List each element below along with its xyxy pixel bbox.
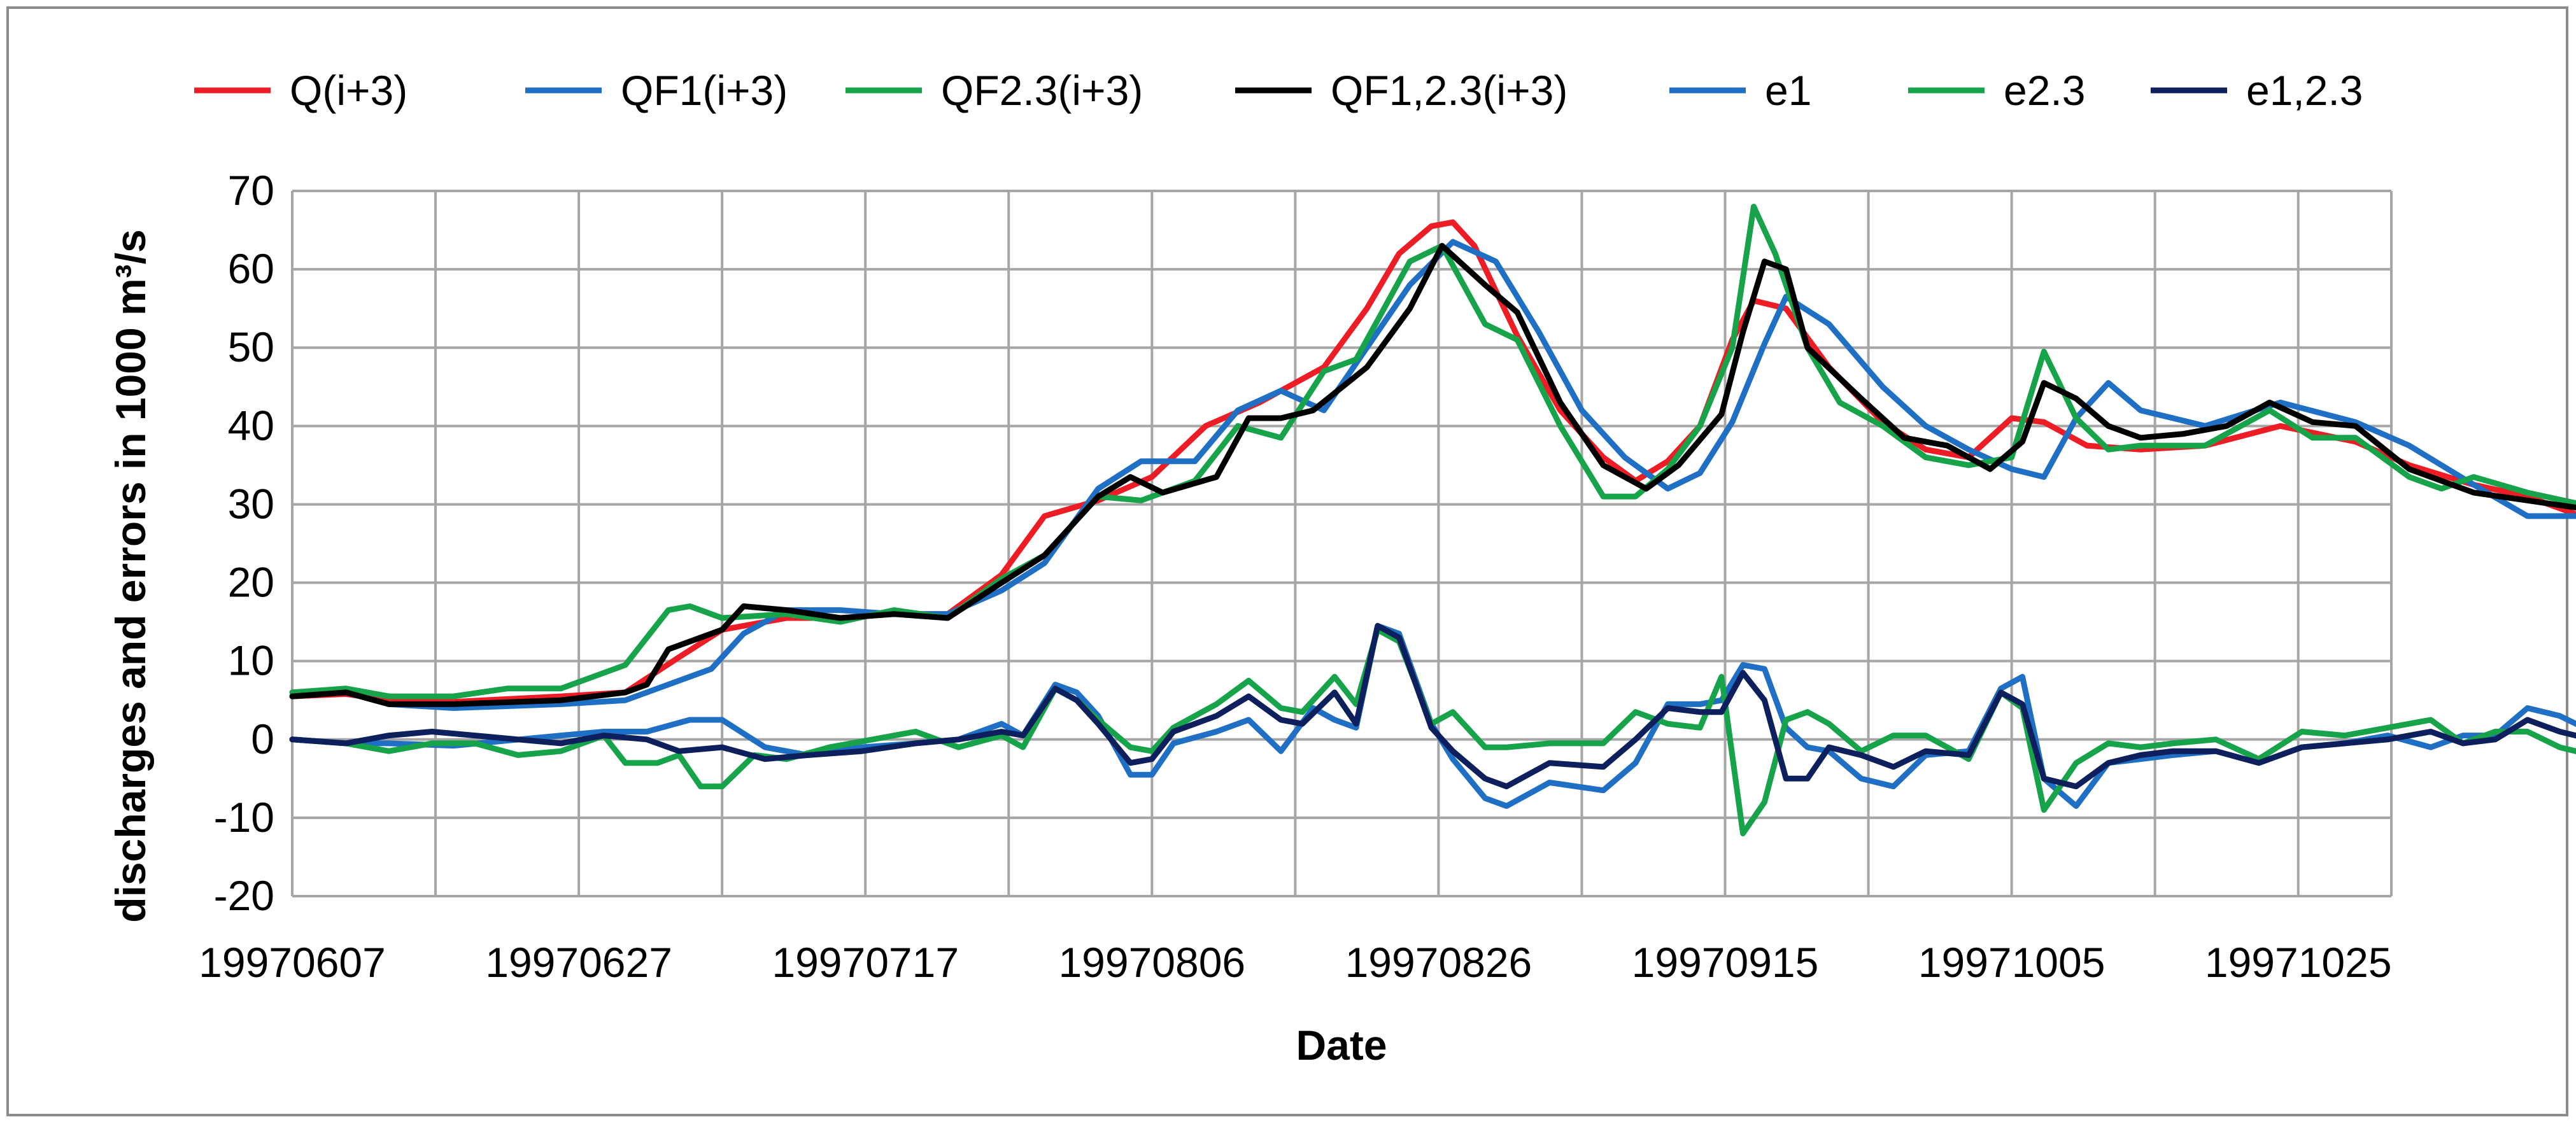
x-tick-label: 19970806 [1058,939,1245,986]
series-line-6 [289,626,2576,836]
y-tick-label: 70 [228,167,274,214]
x-tick-label: 19970826 [1345,939,1532,986]
y-tick-label: -20 [214,872,274,919]
x-tick-label: 19971025 [2205,939,2392,986]
x-tick-label: 19970627 [485,939,672,986]
grid-layer [291,190,2393,897]
series-line-1 [289,219,2576,705]
x-tick-label: 19970607 [199,939,386,986]
y-tick-label: 60 [228,245,274,292]
series-line-7 [289,622,2576,790]
legend-label: QF1,2.3(i+3) [1331,67,1568,114]
series-line-3 [289,204,2576,699]
y-tick-label: 10 [228,637,274,684]
x-tick-label: 19970915 [1632,939,1819,986]
legend-label: e1,2.3 [2246,67,2363,114]
legend-label: e1 [1765,67,1811,114]
axis-layer: -20 -10 0 10 20 30 40 50 60 70 19970607 19970627 199… [199,167,2391,986]
x-tick-label: 19970717 [772,939,959,986]
y-tick-label: 20 [228,559,274,606]
legend: Q(i+3) QF1(i+3) QF2.3(i+3) QF1,2.3(i+3) e1 e2… [194,67,2363,114]
legend-label: QF1(i+3) [621,67,788,114]
x-tick-label: 19971005 [1918,939,2105,986]
y-axis-title: discharges and errors in 1000 m³/s [107,229,154,922]
series-layer [289,204,2576,836]
legend-label: Q(i+3) [290,67,407,114]
legend-label: QF2.3(i+3) [941,67,1143,114]
legend-label: e2.3 [2004,67,2085,114]
y-tick-label: -10 [214,794,274,841]
series-line-4 [289,242,2576,707]
y-tick-label: 30 [228,480,274,527]
series-line-2 [289,239,2576,711]
y-tick-label: 40 [228,402,274,449]
x-axis-title: Date [1296,1022,1387,1069]
y-tick-label: 50 [228,323,274,370]
y-tick-label: 0 [251,715,274,762]
